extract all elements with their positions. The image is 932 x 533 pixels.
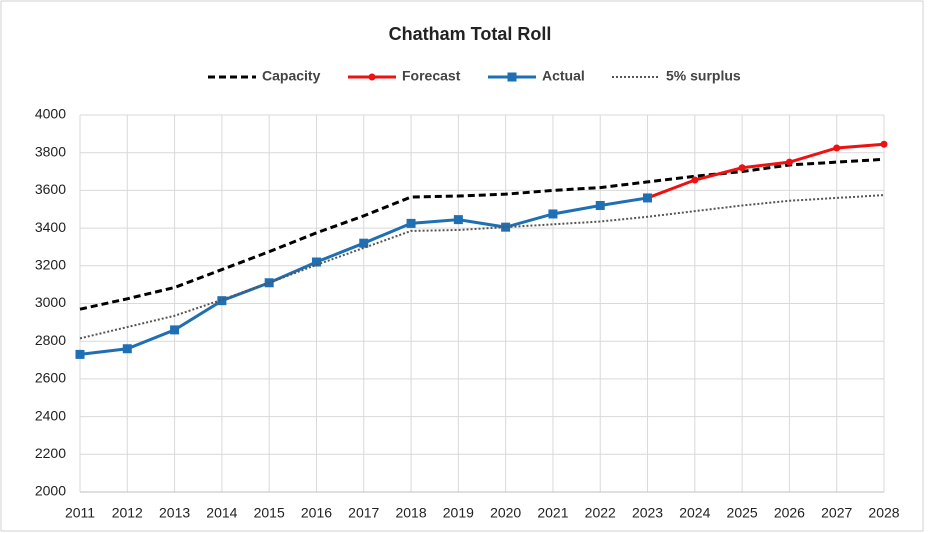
x-tick-label: 2013	[159, 505, 190, 521]
y-tick-label: 2600	[35, 370, 66, 386]
x-tick-label: 2014	[206, 505, 237, 521]
x-tick-label: 2026	[774, 505, 805, 521]
point	[122, 344, 132, 354]
x-tick-label: 2016	[301, 505, 332, 521]
point	[548, 209, 558, 219]
x-tick-label: 2017	[348, 505, 379, 521]
point	[691, 176, 699, 184]
legend-label: Capacity	[262, 68, 321, 84]
y-tick-label: 3400	[35, 219, 66, 235]
y-tick-label: 2200	[35, 445, 66, 461]
point	[595, 200, 605, 210]
point	[359, 238, 369, 248]
x-tick-label: 2021	[537, 505, 568, 521]
y-tick-label: 4000	[35, 106, 66, 122]
x-tick-label: 2022	[585, 505, 616, 521]
point	[880, 140, 888, 148]
x-tick-label: 2027	[821, 505, 852, 521]
legend-marker	[507, 72, 517, 82]
legend-label: Actual	[542, 68, 585, 84]
legend-label: Forecast	[402, 68, 461, 84]
point	[453, 215, 463, 225]
chart-title: Chatham Total Roll	[389, 24, 552, 44]
point	[406, 218, 416, 228]
legend: Capacity Forecast Actual 5% surplus	[208, 68, 741, 84]
point	[170, 325, 180, 335]
x-tick-label: 2015	[254, 505, 285, 521]
x-tick-label: 2018	[395, 505, 426, 521]
x-tick-label: 2020	[490, 505, 521, 521]
series-line	[79, 194, 885, 340]
x-tick-label: 2011	[65, 505, 95, 521]
point	[643, 193, 653, 203]
y-tick-label: 2800	[35, 332, 66, 348]
x-tick-label: 2023	[632, 505, 663, 521]
x-tick-label: 2024	[679, 505, 710, 521]
point	[75, 349, 85, 359]
legend-label: 5% surplus	[666, 68, 741, 84]
x-tick-label: 2019	[443, 505, 474, 521]
series-line	[646, 142, 885, 200]
y-tick-label: 2400	[35, 407, 66, 423]
y-tick-label: 3200	[35, 257, 66, 273]
point	[833, 144, 841, 152]
x-tick-label: 2028	[868, 505, 899, 521]
y-tick-label: 3800	[35, 143, 66, 159]
point	[311, 257, 321, 267]
legend-marker	[368, 73, 376, 81]
y-tick-label: 3000	[35, 294, 66, 310]
y-tick-label: 3600	[35, 181, 66, 197]
point	[785, 158, 793, 166]
x-tick-label: 2025	[727, 505, 758, 521]
series-line	[79, 157, 885, 311]
x-tick-label: 2012	[112, 505, 143, 521]
y-tick-label: 2000	[35, 483, 66, 499]
point	[217, 296, 227, 306]
point	[738, 164, 746, 172]
point	[501, 222, 511, 232]
